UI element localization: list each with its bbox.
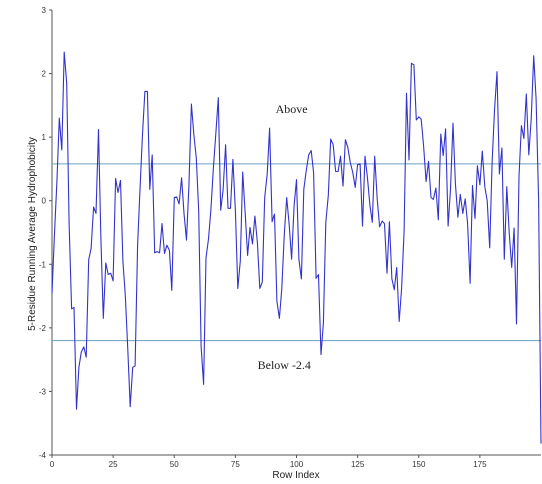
y-ticks: -4 -3 -2 -1 0 1 2 3: [39, 6, 52, 460]
x-tick-label: 175: [473, 460, 487, 469]
y-tick-label: -2: [39, 324, 47, 333]
x-tick-label: 0: [50, 460, 55, 469]
y-tick-label: 1: [42, 133, 47, 142]
y-tick-label: -1: [39, 260, 47, 269]
y-tick-label: -4: [39, 451, 47, 460]
series-line: [51, 51, 542, 444]
y-tick-label: 3: [42, 6, 47, 15]
x-tick-label: 75: [231, 460, 240, 469]
x-axis-title: Row Index: [272, 470, 319, 481]
x-tick-label: 100: [290, 460, 304, 469]
series-layer: [51, 51, 542, 444]
reference-lines: [52, 163, 541, 342]
annotation-label: Above: [276, 102, 308, 116]
y-axis-title: 5-Residue Running Average Hydrophobicity: [27, 137, 38, 331]
x-tick-label: 125: [351, 460, 365, 469]
x-ticks: 0 25 50 75 100 125 150 175: [50, 455, 487, 469]
annotations: Above Below -2.4: [258, 102, 311, 372]
x-tick-label: 50: [170, 460, 179, 469]
y-tick-label: -3: [39, 387, 47, 396]
annotation-label: Below -2.4: [258, 358, 311, 372]
x-tick-label: 25: [109, 460, 118, 469]
x-tick-label: 150: [412, 460, 426, 469]
y-tick-label: 2: [42, 70, 47, 79]
y-tick-label: 0: [42, 197, 47, 206]
